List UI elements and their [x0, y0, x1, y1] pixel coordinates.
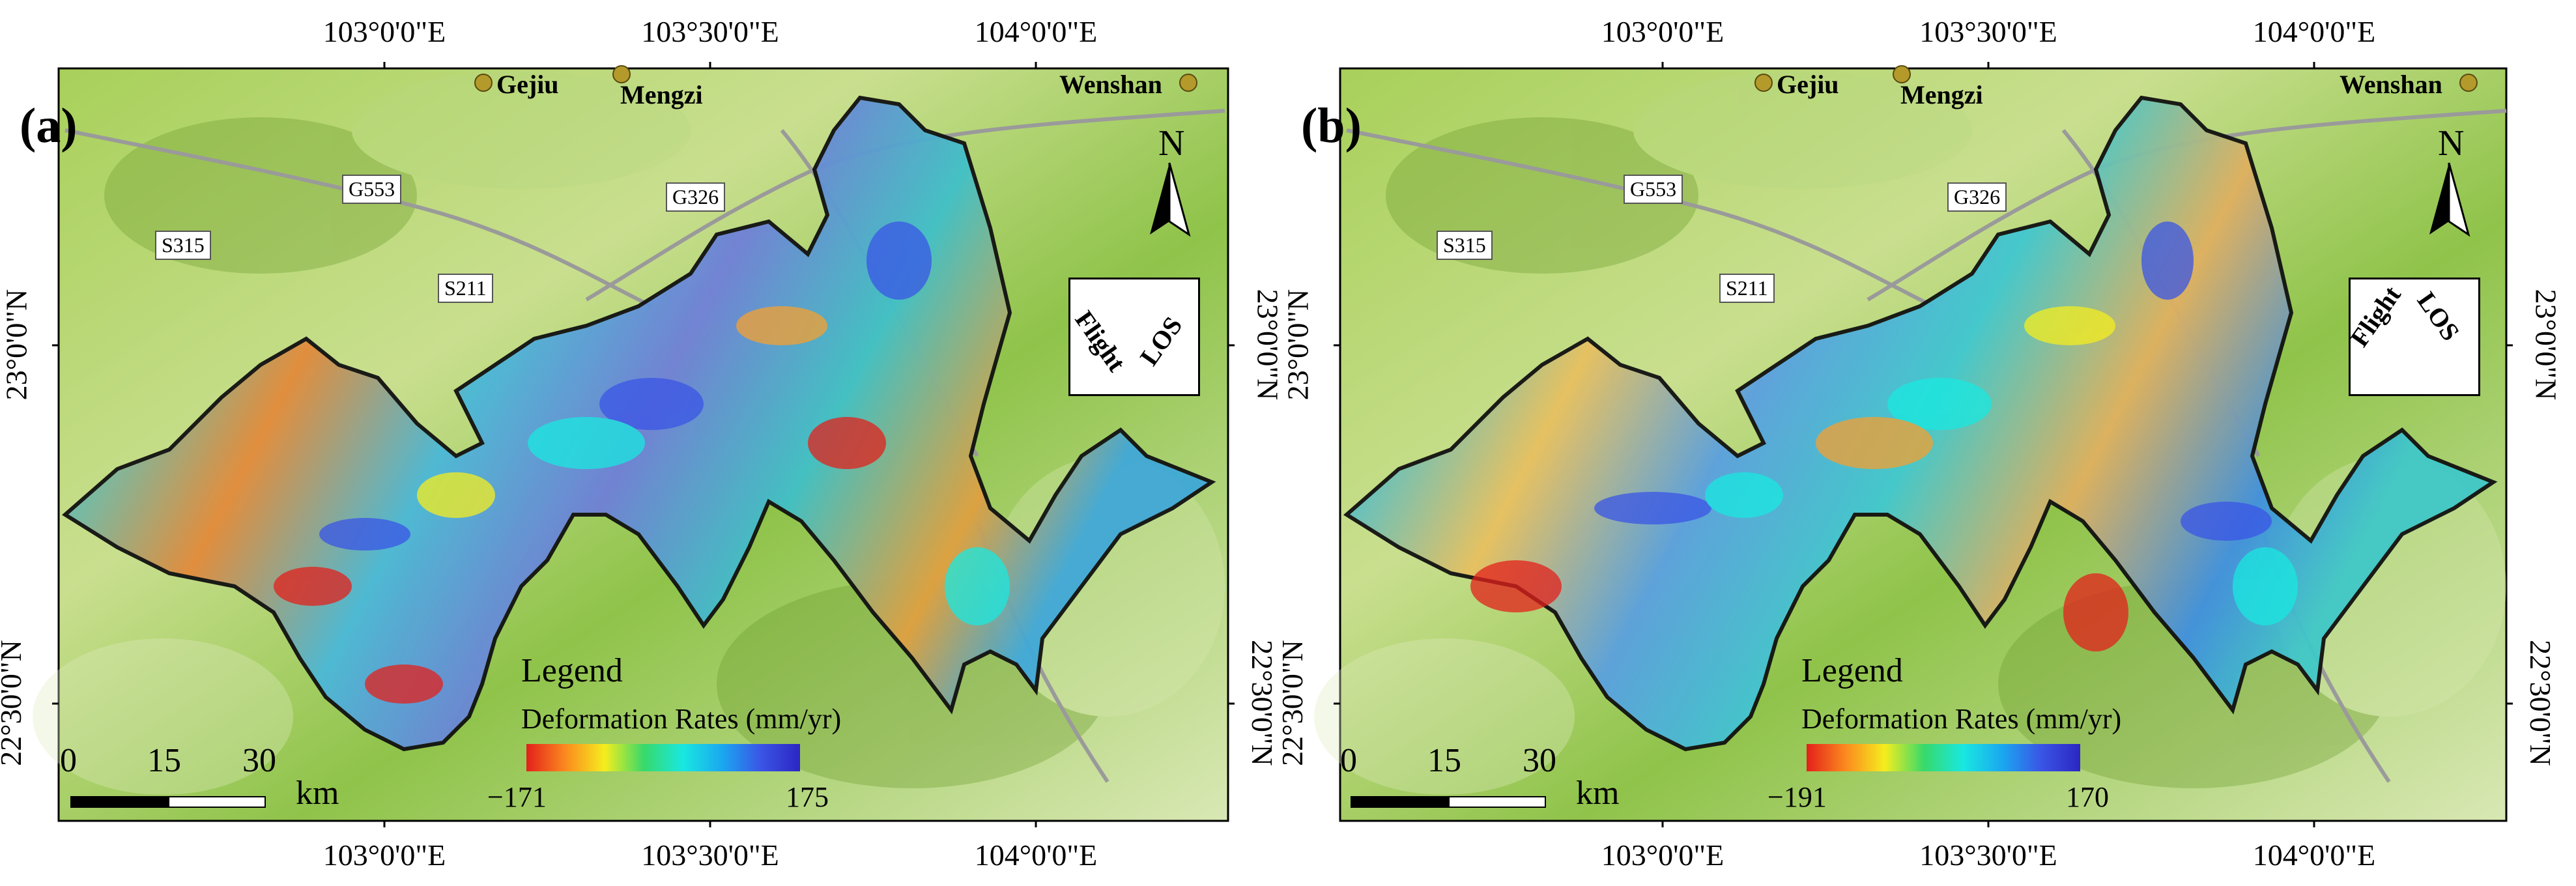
bottom-tick-label: 104°0'0"E [974, 838, 1098, 872]
road-label-s315: S315 [1437, 231, 1493, 260]
graticule-ticks-a [52, 62, 1235, 827]
city-marker-icon [612, 65, 631, 83]
scale-label-30: 30 [242, 742, 276, 779]
scale-bar [1351, 796, 1546, 808]
panel-letter: (b) [1301, 98, 1362, 153]
road-label-s211: S211 [1719, 274, 1775, 303]
legend-subtitle: Deformation Rates (mm/yr) [521, 703, 842, 735]
legend-max: 170 [2066, 781, 2109, 813]
road-label-s315: S315 [155, 231, 211, 260]
north-arrow-icon-b [2429, 162, 2470, 237]
top-tick-label: 103°30'0"E [641, 15, 779, 48]
city-label-mengzi: Mengzi [620, 80, 703, 109]
left-tick-label: 23°0'0"N [0, 289, 33, 401]
deformation-patches-a [274, 222, 1010, 704]
north-label: N [2438, 123, 2465, 164]
top-tick-label: 103°30'0"E [1919, 15, 2057, 48]
bottom-tick-label: 103°30'0"E [641, 838, 779, 872]
panel-letter: (a) [20, 98, 78, 153]
left-tick-label: 22°30'0"N [0, 640, 27, 766]
bottom-tick-label: 103°0'0"E [322, 838, 446, 872]
north-arrow-icon-a [1150, 162, 1191, 237]
scale-label-0: 0 [1340, 742, 1357, 779]
legend-title: Legend [521, 652, 623, 689]
legend-min: −171 [487, 781, 547, 813]
city-label-gejiu: Gejiu [496, 70, 559, 99]
city-marker-icon [1179, 74, 1197, 92]
legend-subtitle: Deformation Rates (mm/yr) [1801, 703, 2122, 735]
legend-title: Legend [1801, 652, 1903, 689]
bottom-tick-label: 103°0'0"E [1601, 838, 1724, 872]
legend-color-ramp [1807, 744, 2080, 771]
city-marker-icon [1893, 65, 1911, 83]
road-label-g326: G326 [1947, 182, 2007, 212]
right-tick-label: 22°30'0"N [1245, 640, 1279, 766]
legend-color-ramp [526, 744, 800, 771]
left-tick-label: 22°30'0"N [1275, 640, 1309, 766]
road-label-g326: G326 [666, 182, 726, 212]
flight-los-box [2349, 278, 2480, 396]
bottom-tick-label: 104°0'0"E [2252, 838, 2376, 872]
city-label-mengzi: Mengzi [1900, 80, 1983, 109]
scale-label-0: 0 [60, 742, 77, 779]
road-label-g553: G553 [342, 175, 402, 204]
city-label-wenshan: Wenshan [2340, 70, 2442, 99]
deformation-patches-b [1470, 222, 2298, 651]
scale-unit: km [1576, 775, 1620, 812]
top-tick-label: 103°0'0"E [322, 15, 446, 48]
map-canvas-b [1314, 62, 2513, 827]
city-marker-icon [2459, 74, 2478, 92]
city-label-gejiu: Gejiu [1777, 70, 1839, 99]
graticule-ticks-b [1334, 62, 2513, 827]
scale-label-15: 15 [147, 742, 181, 779]
map-panel-b: 103°0'0"E 103°30'0"E 104°0'0"E 103°0'0"E… [1276, 0, 2576, 886]
scale-label-15: 15 [1427, 742, 1461, 779]
left-tick-label: 23°0'0"N [1281, 289, 1315, 401]
city-label-wenshan: Wenshan [1059, 70, 1162, 99]
top-tick-label: 104°0'0"E [2252, 15, 2376, 48]
legend-max: 175 [786, 781, 829, 813]
map-panel-a: 103°0'0"E 103°30'0"E 104°0'0"E 103°0'0"E… [0, 15, 1285, 872]
right-tick-label: 23°0'0"N [2529, 289, 2563, 401]
flight-los-box [1068, 278, 1200, 396]
scale-bar [70, 796, 266, 808]
right-tick-label: 23°0'0"N [1251, 289, 1285, 401]
right-tick-label: 22°30'0"N [2523, 640, 2557, 766]
city-marker-icon [1754, 74, 1773, 92]
road-label-g553: G553 [1624, 175, 1683, 204]
city-marker-icon [474, 74, 493, 92]
road-label-s211: S211 [438, 274, 493, 303]
top-tick-label: 103°0'0"E [1601, 15, 1724, 48]
scale-label-30: 30 [1523, 742, 1556, 779]
bottom-tick-label: 103°30'0"E [1919, 838, 2057, 872]
scale-unit: km [296, 775, 339, 812]
top-tick-label: 104°0'0"E [974, 15, 1098, 48]
north-label: N [1158, 123, 1185, 164]
legend-min: −191 [1767, 781, 1827, 813]
map-canvas-a [33, 62, 1235, 827]
